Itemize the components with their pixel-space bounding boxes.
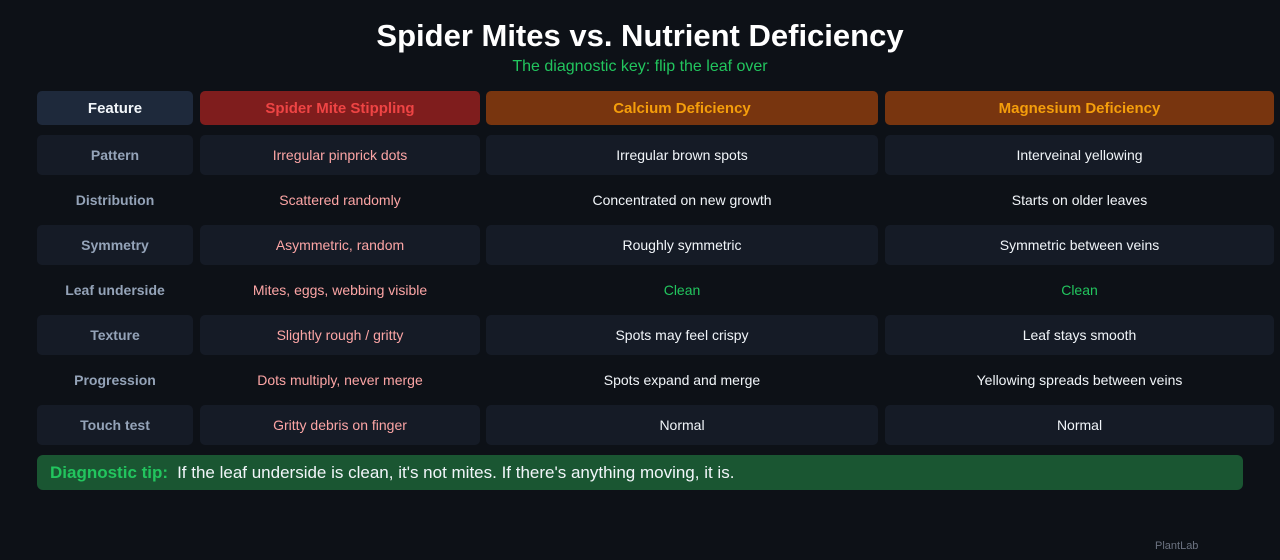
row-label: Symmetry (37, 225, 193, 265)
table-cell-mite: Slightly rough / gritty (200, 315, 480, 355)
table-cell-calcium: Spots may feel crispy (486, 315, 878, 355)
table-cell-mite: Mites, eggs, webbing visible (252, 282, 428, 298)
page-title: Spider Mites vs. Nutrient Deficiency (376, 18, 904, 53)
row-label: Texture (37, 315, 193, 355)
column-header-calcium: Calcium Deficiency (486, 91, 878, 125)
table-cell-mite: Scattered randomly (279, 192, 401, 208)
row-label: Touch test (37, 405, 193, 445)
row-label: Progression (74, 372, 156, 388)
table-cell-magnesium: Clean (1061, 282, 1098, 298)
table-cell-calcium: Normal (486, 405, 878, 445)
column-header-feature: Feature (37, 91, 193, 125)
table-cell-mite: Dots multiply, never merge (257, 372, 423, 388)
table-cell-magnesium: Leaf stays smooth (885, 315, 1274, 355)
table-cell-magnesium: Normal (885, 405, 1274, 445)
table-cell-calcium: Irregular brown spots (486, 135, 878, 175)
table-cell-calcium: Spots expand and merge (603, 372, 761, 388)
table-cell-magnesium: Yellowing spreads between veins (976, 372, 1183, 388)
table-cell-magnesium: Interveinal yellowing (885, 135, 1274, 175)
tip-text: If the leaf underside is clean, it's not… (177, 462, 735, 482)
diagnostic-tip-banner: Diagnostic tip: If the leaf underside is… (37, 455, 1243, 490)
table-cell-calcium: Clean (663, 282, 701, 298)
table-cell-magnesium: Symmetric between veins (885, 225, 1274, 265)
table-cell-mite: Irregular pinprick dots (200, 135, 480, 175)
page-subtitle: The diagnostic key: flip the leaf over (512, 58, 768, 75)
table-cell-mite: Gritty debris on finger (200, 405, 480, 445)
tip-label: Diagnostic tip: (50, 462, 169, 482)
table-cell-calcium: Roughly symmetric (486, 225, 878, 265)
column-header-mite: Spider Mite Stippling (200, 91, 480, 125)
table-cell-mite: Asymmetric, random (200, 225, 480, 265)
row-label: Leaf underside (65, 282, 165, 298)
table-cell-calcium: Concentrated on new growth (592, 192, 772, 208)
table-cell-magnesium: Starts on older leaves (1011, 192, 1148, 208)
footer-brand: PlantLab (1155, 540, 1199, 552)
row-label: Pattern (37, 135, 193, 175)
column-header-magnesium: Magnesium Deficiency (885, 91, 1274, 125)
row-label: Distribution (75, 192, 155, 208)
